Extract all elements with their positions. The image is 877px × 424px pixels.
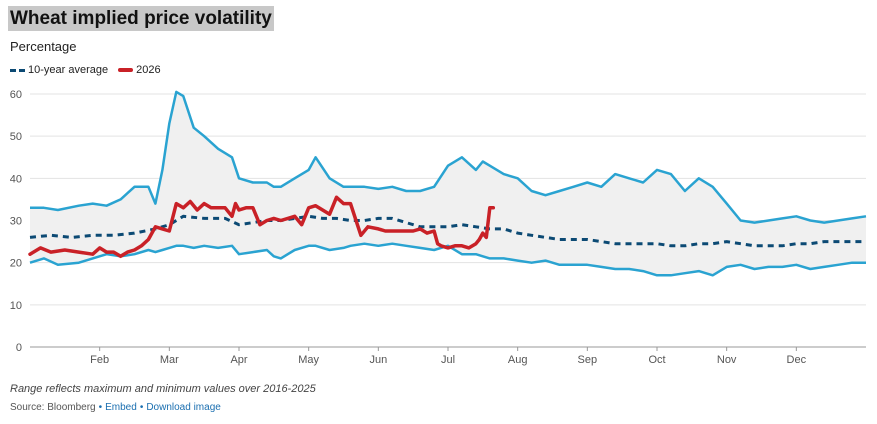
- range-max-line: [30, 90, 867, 224]
- series-line-10-year-average: [29, 214, 866, 248]
- x-tick-label: May: [298, 354, 319, 366]
- source-text: Source: Bloomberg: [10, 402, 96, 413]
- chart-area: 0 10 20 30 40 50 60 Feb Mar Apr May Jun Jul Aug Sep Oct…: [10, 89, 867, 366]
- x-tick-label: Feb: [90, 354, 109, 366]
- download-image-link[interactable]: Download image: [146, 402, 221, 413]
- x-tick-label: Nov: [717, 354, 737, 366]
- chart-subtitle: Percentage: [10, 39, 77, 54]
- legend-item-2026: 2026: [118, 64, 161, 76]
- x-tick-label: Dec: [787, 354, 807, 366]
- range-band: [30, 91, 866, 276]
- legend-swatch-dashed: [10, 68, 25, 72]
- footer-separator: •: [139, 402, 144, 413]
- chart-title: Wheat implied price volatility: [8, 6, 274, 31]
- y-tick-label: 50: [10, 131, 22, 143]
- x-tick-label: Jun: [369, 354, 387, 366]
- y-tick-label: 0: [16, 342, 22, 354]
- x-tick-label: Aug: [508, 354, 528, 366]
- legend-item-10-year-average: 10-year average: [10, 64, 108, 76]
- x-tick-label: Apr: [230, 354, 247, 366]
- range-min-line: [29, 242, 866, 277]
- y-tick-label: 10: [10, 300, 22, 312]
- embed-link[interactable]: Embed: [105, 402, 137, 413]
- series-line-2026: [28, 195, 496, 259]
- x-tick-label: Sep: [578, 354, 598, 366]
- legend: 10-year average 2026: [10, 64, 171, 76]
- y-tick-label: 20: [10, 258, 22, 270]
- x-tick-label: Jul: [441, 354, 455, 366]
- legend-swatch-solid: [118, 68, 134, 72]
- x-tick-label: Oct: [648, 354, 665, 366]
- legend-label-10-year-average: 10-year average: [28, 64, 109, 76]
- y-tick-label: 60: [10, 89, 22, 101]
- x-tick-label: Mar: [160, 354, 179, 366]
- range-note: Range reflects maximum and minimum value…: [10, 383, 316, 395]
- legend-label-2026: 2026: [136, 64, 161, 76]
- y-tick-label: 30: [10, 216, 22, 228]
- footer-separator: •: [98, 402, 103, 413]
- footer: Source: Bloomberg • Embed • Download image: [10, 402, 221, 413]
- y-tick-label: 40: [10, 173, 22, 185]
